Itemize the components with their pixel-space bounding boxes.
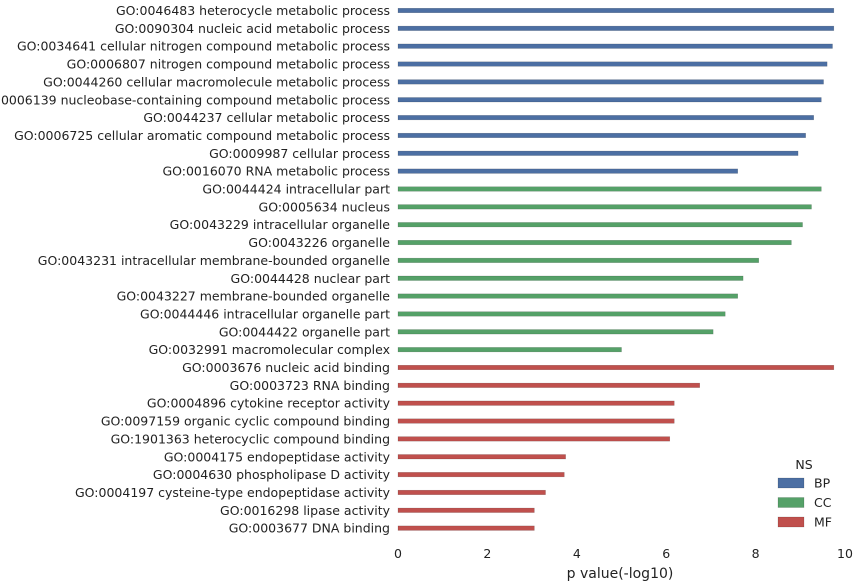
bar-bp <box>397 115 814 121</box>
bar-bp <box>397 97 822 103</box>
bar-cc <box>397 186 822 192</box>
category-label: GO:0006807 nitrogen compound metabolic p… <box>67 57 390 72</box>
bar-bp <box>397 61 828 67</box>
x-tick-label: 8 <box>752 546 760 561</box>
category-label: GO:0044424 intracellular part <box>202 182 390 197</box>
category-label: GO:0046483 heterocycle metabolic process <box>116 3 390 18</box>
x-tick-label: 4 <box>573 546 581 561</box>
bar-bp <box>397 25 835 31</box>
legend-label-cc: CC <box>814 495 832 510</box>
bar-cc <box>397 311 726 317</box>
bar-bp <box>397 43 833 49</box>
category-label: GO:0004630 phospholipase D activity <box>153 467 391 482</box>
category-label: GO:0044428 nuclear part <box>231 271 391 286</box>
bar-mf <box>397 472 565 478</box>
bar-bp <box>397 150 799 156</box>
category-label: GO:0016070 RNA metabolic process <box>162 164 390 179</box>
category-label: GO:0004197 cysteine-type endopeptidase a… <box>75 485 391 500</box>
bar-cc <box>397 293 738 299</box>
category-label: GO:0044422 organelle part <box>219 324 390 339</box>
bar-cc <box>397 275 744 281</box>
legend-swatch-cc <box>777 497 805 508</box>
category-label: GO:0043231 intracellular membrane-bounde… <box>38 253 391 268</box>
category-label: GO:0032991 macromolecular complex <box>149 342 390 357</box>
category-label: GO:0004175 endopeptidase activity <box>164 449 391 464</box>
bar-mf <box>397 382 700 388</box>
category-label: GO:0003676 nucleic acid binding <box>182 360 390 375</box>
legend-title: NS <box>795 457 812 472</box>
category-label: GO:0043226 organelle <box>248 235 390 250</box>
category-label: GO:0006139 nucleobase-containing compoun… <box>0 92 390 107</box>
category-label: GO:0004896 cytokine receptor activity <box>147 396 391 411</box>
bars-group <box>397 8 835 531</box>
category-label: GO:0016298 lipase activity <box>220 503 391 518</box>
category-label: GO:0003723 RNA binding <box>230 378 390 393</box>
category-labels-group: GO:0046483 heterocycle metabolic process… <box>0 3 391 536</box>
category-label: GO:1901363 heterocyclic compound binding <box>111 431 390 446</box>
category-label: GO:0044260 cellular macromolecule metabo… <box>43 74 390 89</box>
category-label: GO:0043227 membrane-bounded organelle <box>117 289 391 304</box>
bar-mf <box>397 365 835 370</box>
bar-cc <box>397 329 714 335</box>
bar-bp <box>397 168 738 174</box>
category-label: GO:0090304 nucleic acid metabolic proces… <box>115 21 390 36</box>
legend-swatch-mf <box>777 516 805 528</box>
bar-mf <box>397 489 546 495</box>
bar-mf <box>397 454 566 460</box>
category-label: GO:0097159 organic cyclic compound bindi… <box>101 414 390 429</box>
bar-mf <box>397 418 675 424</box>
bar-cc <box>397 257 759 263</box>
category-label: GO:0044237 cellular metabolic process <box>143 110 390 125</box>
legend-swatch-bp <box>777 477 805 489</box>
bar-mf <box>397 400 675 406</box>
category-label: GO:0005634 nucleus <box>259 199 390 214</box>
bar-bp <box>397 132 806 138</box>
bar-cc <box>397 347 622 353</box>
legend-label-bp: BP <box>814 476 831 491</box>
bar-mf <box>397 507 535 513</box>
legend-label-mf: MF <box>814 515 832 530</box>
x-tick-label: 2 <box>483 546 491 561</box>
x-axis-title: p value(-log10) <box>567 566 674 582</box>
bar-cc <box>397 204 812 210</box>
category-label: GO:0034641 cellular nitrogen compound me… <box>17 39 390 54</box>
bar-mf <box>397 525 535 531</box>
category-label: GO:0043229 intracellular organelle <box>170 217 391 232</box>
category-label: GO:0003677 DNA binding <box>229 521 390 536</box>
category-label: GO:0006725 cellular aromatic compound me… <box>14 128 390 143</box>
bar-bp <box>397 8 835 13</box>
bar-cc <box>397 222 803 228</box>
bar-bp <box>397 79 824 85</box>
x-tick-label: 0 <box>394 546 402 561</box>
category-label: GO:0009987 cellular process <box>209 146 390 161</box>
x-tick-label: 6 <box>662 546 670 561</box>
category-label: GO:0044446 intracellular organelle part <box>140 306 390 321</box>
bar-mf <box>397 436 671 442</box>
x-axis-ticks-group: 0 2 4 6 8 10 <box>394 546 853 561</box>
x-tick-label: 10 <box>837 546 853 561</box>
bar-cc <box>397 240 792 246</box>
